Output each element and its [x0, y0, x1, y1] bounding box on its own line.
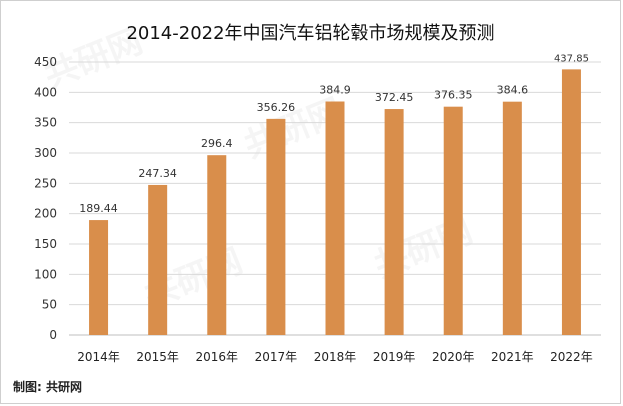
bar: [148, 184, 168, 335]
data-label: 372.45: [375, 91, 414, 104]
data-label: 384.6: [497, 84, 529, 97]
data-label: 247.34: [138, 167, 177, 180]
data-label: 356.26: [257, 101, 296, 114]
data-label: 437.85: [554, 53, 589, 64]
bar: [561, 69, 581, 335]
y-tick-label: 200: [34, 207, 57, 221]
y-tick-label: 450: [34, 55, 57, 69]
y-tick-label: 0: [49, 328, 57, 342]
bar: [502, 101, 522, 336]
y-tick-label: 100: [34, 267, 57, 281]
y-tick-label: 400: [34, 85, 57, 99]
data-label: 296.4: [201, 137, 233, 150]
bar: [207, 155, 227, 335]
x-tick-label: 2014年: [77, 350, 120, 364]
x-tick-label: 2022年: [550, 350, 593, 364]
x-tick-label: 2021年: [491, 350, 534, 364]
x-tick-label: 2017年: [255, 350, 298, 364]
x-tick-label: 2015年: [136, 350, 179, 364]
source-label: 制图: 共研网: [13, 380, 82, 394]
bar: [89, 220, 109, 335]
y-tick-label: 250: [34, 176, 57, 190]
x-tick-label: 2020年: [432, 350, 475, 364]
x-tick-label: 2018年: [314, 350, 357, 364]
y-tick-label: 300: [34, 146, 57, 160]
bar: [443, 106, 463, 335]
y-tick-label: 50: [42, 298, 57, 312]
data-label: 376.35: [434, 89, 473, 102]
bar: [266, 118, 286, 336]
y-tick-label: 350: [34, 116, 57, 130]
data-label: 189.44: [79, 202, 118, 215]
data-label: 384.9: [319, 83, 351, 96]
bar: [325, 101, 345, 335]
x-tick-label: 2019年: [373, 350, 416, 364]
y-tick-label: 150: [34, 237, 57, 251]
x-tick-label: 2016年: [196, 350, 239, 364]
chart-title: 2014-2022年中国汽车铝轮毂市场规模及预测: [126, 23, 495, 44]
bar: [384, 109, 404, 335]
